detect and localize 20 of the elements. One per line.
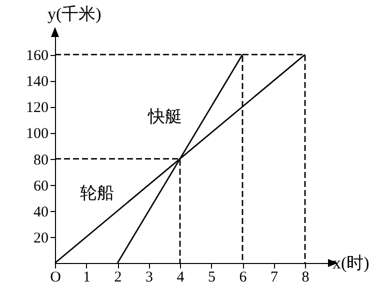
x-tick-label: 4 bbox=[176, 270, 185, 286]
series-label: 轮船 bbox=[80, 183, 114, 202]
y-axis-title: y(千米) bbox=[48, 4, 102, 24]
series-label: 快艇 bbox=[147, 107, 182, 126]
x-tick-label: 6 bbox=[239, 270, 248, 286]
y-tick-label: 20 bbox=[34, 230, 48, 246]
x-tick-label: 3 bbox=[146, 270, 153, 286]
y-tick-label: 100 bbox=[26, 126, 48, 142]
y-tick-label: 60 bbox=[34, 178, 48, 194]
x-tick-label: 5 bbox=[208, 270, 216, 286]
y-tick-label: 40 bbox=[34, 204, 48, 220]
y-tick-label: 160 bbox=[26, 48, 48, 64]
x-tick-label: 2 bbox=[114, 270, 122, 286]
y-tick-label: 80 bbox=[34, 152, 48, 168]
x-tick-label: 8 bbox=[302, 270, 310, 286]
x-tick-label: 7 bbox=[270, 270, 278, 286]
y-tick-label: 140 bbox=[26, 74, 48, 90]
x-tick-label: 1 bbox=[83, 270, 90, 286]
x-tick-label: O bbox=[50, 270, 62, 286]
y-tick-label: 120 bbox=[26, 100, 48, 116]
